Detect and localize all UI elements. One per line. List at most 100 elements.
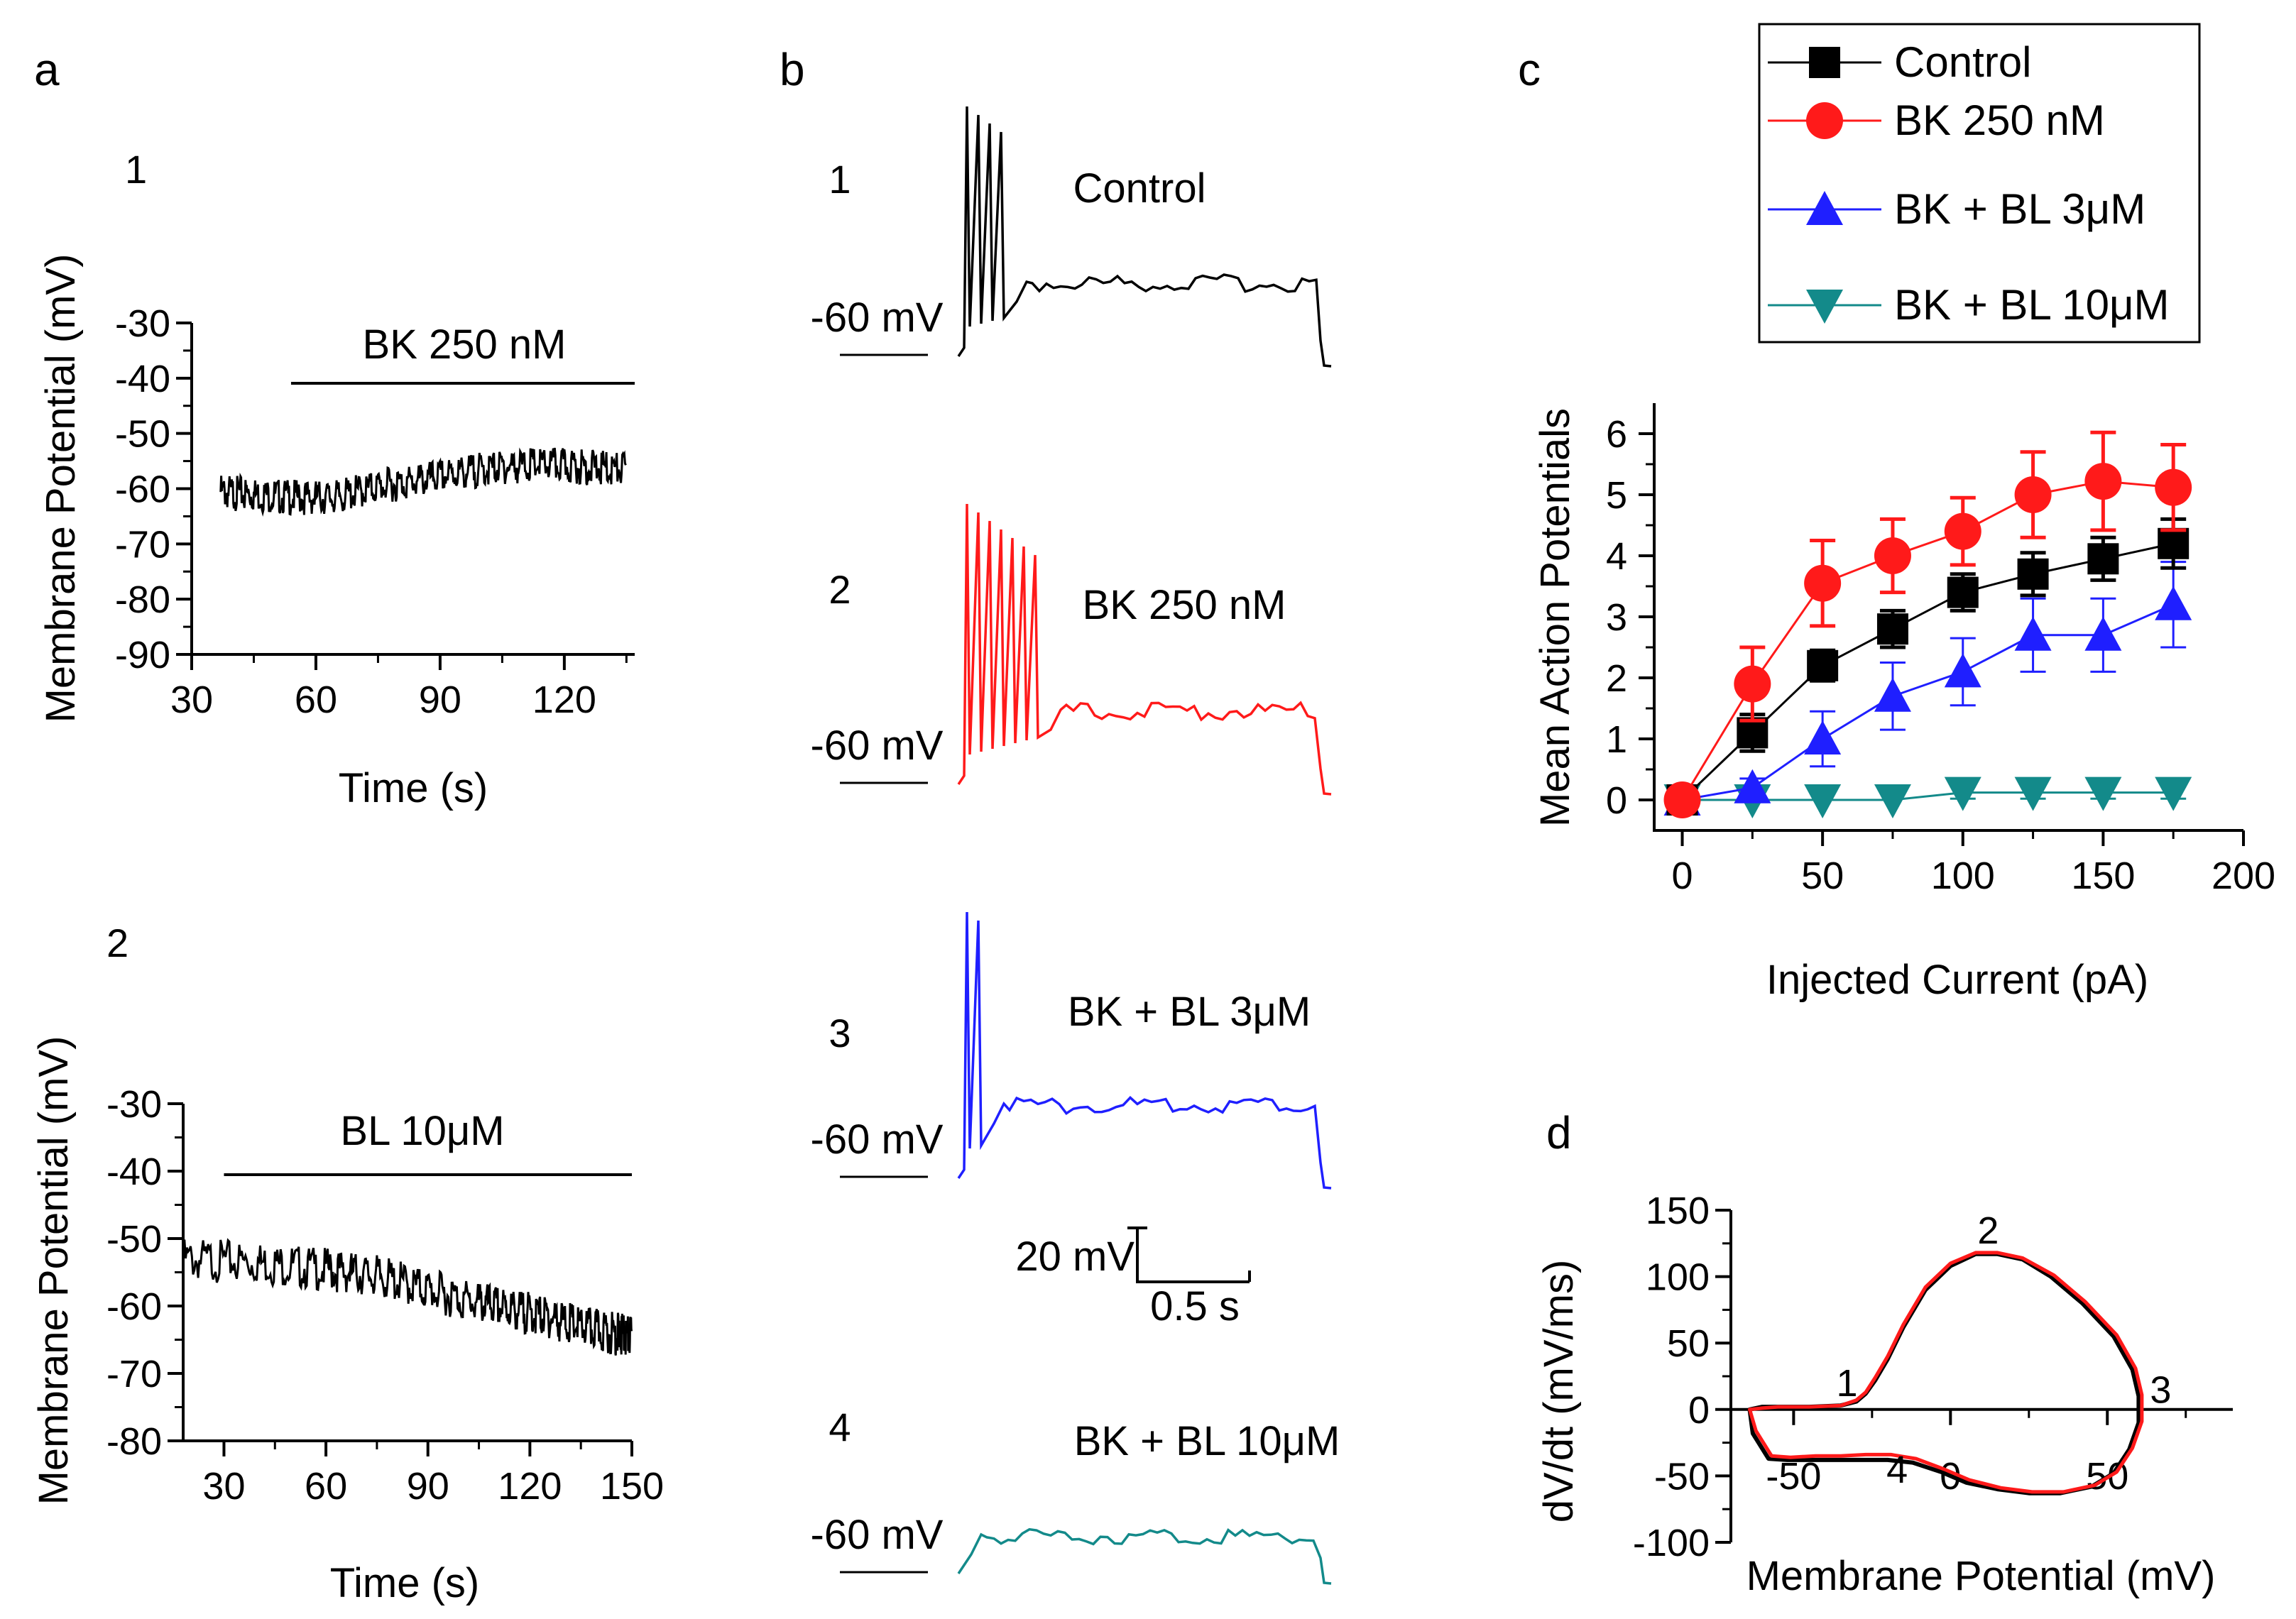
y-tick-label: -30 xyxy=(106,1083,162,1126)
data-point xyxy=(1737,717,1769,749)
trace-1: 1 Control -60 mV xyxy=(811,106,1332,368)
baseline-label: -60 mV xyxy=(811,723,944,769)
panel-a2-plot: BL 10μM Time (s) Membrane Potential (mV)… xyxy=(31,1036,664,1606)
panel-a1-number: 1 xyxy=(125,147,147,192)
trace-label: BK 250 nM xyxy=(1083,582,1286,628)
voltage-trace xyxy=(957,1527,1332,1585)
y-tick-label: -50 xyxy=(115,413,170,456)
y-tick-label: 6 xyxy=(1606,413,1627,456)
x-tick-label: 200 xyxy=(2212,855,2275,897)
legend: Control BK 250 nM BK + BL 3μM BK + BL 10μM xyxy=(1758,23,2201,344)
panel-a2-xlabel: Time (s) xyxy=(330,1560,479,1606)
legend-marker xyxy=(1806,102,1843,139)
trace-line xyxy=(219,447,627,517)
data-point xyxy=(2014,776,2052,811)
data-point xyxy=(2155,776,2192,811)
panel-letter-b: b xyxy=(780,44,805,95)
data-point xyxy=(2084,463,2122,500)
y-tick-label: -70 xyxy=(115,523,170,566)
baseline-label: -60 mV xyxy=(811,1512,944,1558)
panel-a2-ylabel: Membrane Potential (mV) xyxy=(31,1036,77,1505)
panel-a1-plot: BK 250 nM Time (s) Membrane Potential (m… xyxy=(38,254,635,811)
data-point xyxy=(2155,586,2192,620)
y-tick-label: -50 xyxy=(106,1218,162,1261)
x-tick-label: 30 xyxy=(202,1465,245,1508)
x-tick-label: 30 xyxy=(170,679,213,721)
legend-marker xyxy=(1806,191,1843,225)
trace-3: 3 BK + BL 3μM -60 mV xyxy=(811,911,1332,1190)
scalebar-lines xyxy=(1127,1226,1251,1283)
data-point xyxy=(2087,543,2119,575)
data-point xyxy=(2014,476,2052,513)
phase-point-label: 2 xyxy=(1977,1209,1999,1252)
phase-point-label: 1 xyxy=(1836,1362,1857,1405)
trace-number: 2 xyxy=(829,567,851,612)
data-point xyxy=(2155,468,2192,506)
y-tick-label: -90 xyxy=(115,634,170,676)
data-point xyxy=(1876,613,1908,645)
legend-label: BK + BL 3μM xyxy=(1894,185,2145,233)
y-tick-label: -60 xyxy=(115,468,170,511)
x-tick-label: 60 xyxy=(305,1465,347,1508)
data-point xyxy=(2084,776,2122,811)
y-tick-label: -80 xyxy=(115,578,170,621)
y-tick-label: -80 xyxy=(106,1420,162,1463)
x-tick-label: 50 xyxy=(1801,855,1844,897)
data-point xyxy=(1944,512,1981,550)
series-bl3 xyxy=(1663,561,2192,816)
data-point xyxy=(1804,564,1842,602)
legend-label: BK 250 nM xyxy=(1894,97,2105,144)
data-point xyxy=(2084,616,2122,651)
data-point xyxy=(1874,677,1911,712)
x-tick-label: 0 xyxy=(1672,855,1693,897)
x-tick-label: 100 xyxy=(1931,855,1995,897)
data-point xyxy=(2158,527,2190,559)
panel-a2-drug-label: BL 10μM xyxy=(340,1108,504,1154)
x-tick-label: 150 xyxy=(600,1465,664,1508)
y-tick-label: 5 xyxy=(1606,474,1627,517)
phase-point-label: 4 xyxy=(1886,1449,1908,1491)
trace-number: 3 xyxy=(829,1011,851,1055)
trace-line xyxy=(182,1238,633,1356)
data-point xyxy=(1804,720,1842,754)
panel-a2-number: 2 xyxy=(106,921,129,965)
baseline-label: -60 mV xyxy=(811,295,944,341)
y-tick-label: 3 xyxy=(1606,596,1627,639)
y-tick-label: -40 xyxy=(106,1151,162,1193)
panel-a1-ylabel: Membrane Potential (mV) xyxy=(38,254,84,723)
x-tick-label: 150 xyxy=(2071,855,2135,897)
data-point xyxy=(1734,769,1771,803)
y-tick-label: 0 xyxy=(1606,779,1627,822)
panel-c-plot: Injected Current (pA) Mean Action Potent… xyxy=(1532,403,2275,1003)
data-point xyxy=(1807,649,1839,681)
scalebar-voltage-label: 20 mV xyxy=(1015,1234,1135,1280)
data-point xyxy=(2014,616,2052,651)
panel-c-ylabel: Mean Action Potentials xyxy=(1532,408,1578,827)
y-tick-label: 150 xyxy=(1646,1190,1710,1232)
panel-b-traces: 1 Control -60 mV 2 BK 250 nM -60 mV 3 BK + BL 3… xyxy=(811,106,1340,1585)
y-tick-label: -60 xyxy=(106,1285,162,1328)
panel-letter-c: c xyxy=(1518,44,1541,95)
trace-label: BK + BL 10μM xyxy=(1074,1418,1340,1464)
x-tick-label: 120 xyxy=(498,1465,562,1508)
y-tick-label: -100 xyxy=(1633,1522,1710,1564)
legend-marker xyxy=(1806,290,1843,324)
y-tick-label: -30 xyxy=(115,302,170,345)
data-point xyxy=(1944,776,1981,811)
panel-letter-a: a xyxy=(34,44,60,95)
trace-4: 4 BK + BL 10μM -60 mV xyxy=(811,1405,1340,1585)
y-tick-label: 1 xyxy=(1606,718,1627,761)
x-tick-label: 90 xyxy=(407,1465,449,1508)
legend-marker xyxy=(1809,47,1840,78)
phase-plot-bk250 xyxy=(1748,1251,2144,1494)
y-tick-label: 50 xyxy=(1667,1322,1710,1365)
data-point xyxy=(1944,653,1981,688)
data-point xyxy=(1734,665,1771,703)
y-tick-label: 0 xyxy=(1688,1389,1710,1432)
trace-label: Control xyxy=(1073,165,1206,212)
legend-label: BK + BL 10μM xyxy=(1894,281,2170,329)
panel-a1-xlabel: Time (s) xyxy=(339,765,488,811)
panel-c-xlabel: Injected Current (pA) xyxy=(1766,957,2148,1003)
trace-number: 1 xyxy=(829,157,851,202)
